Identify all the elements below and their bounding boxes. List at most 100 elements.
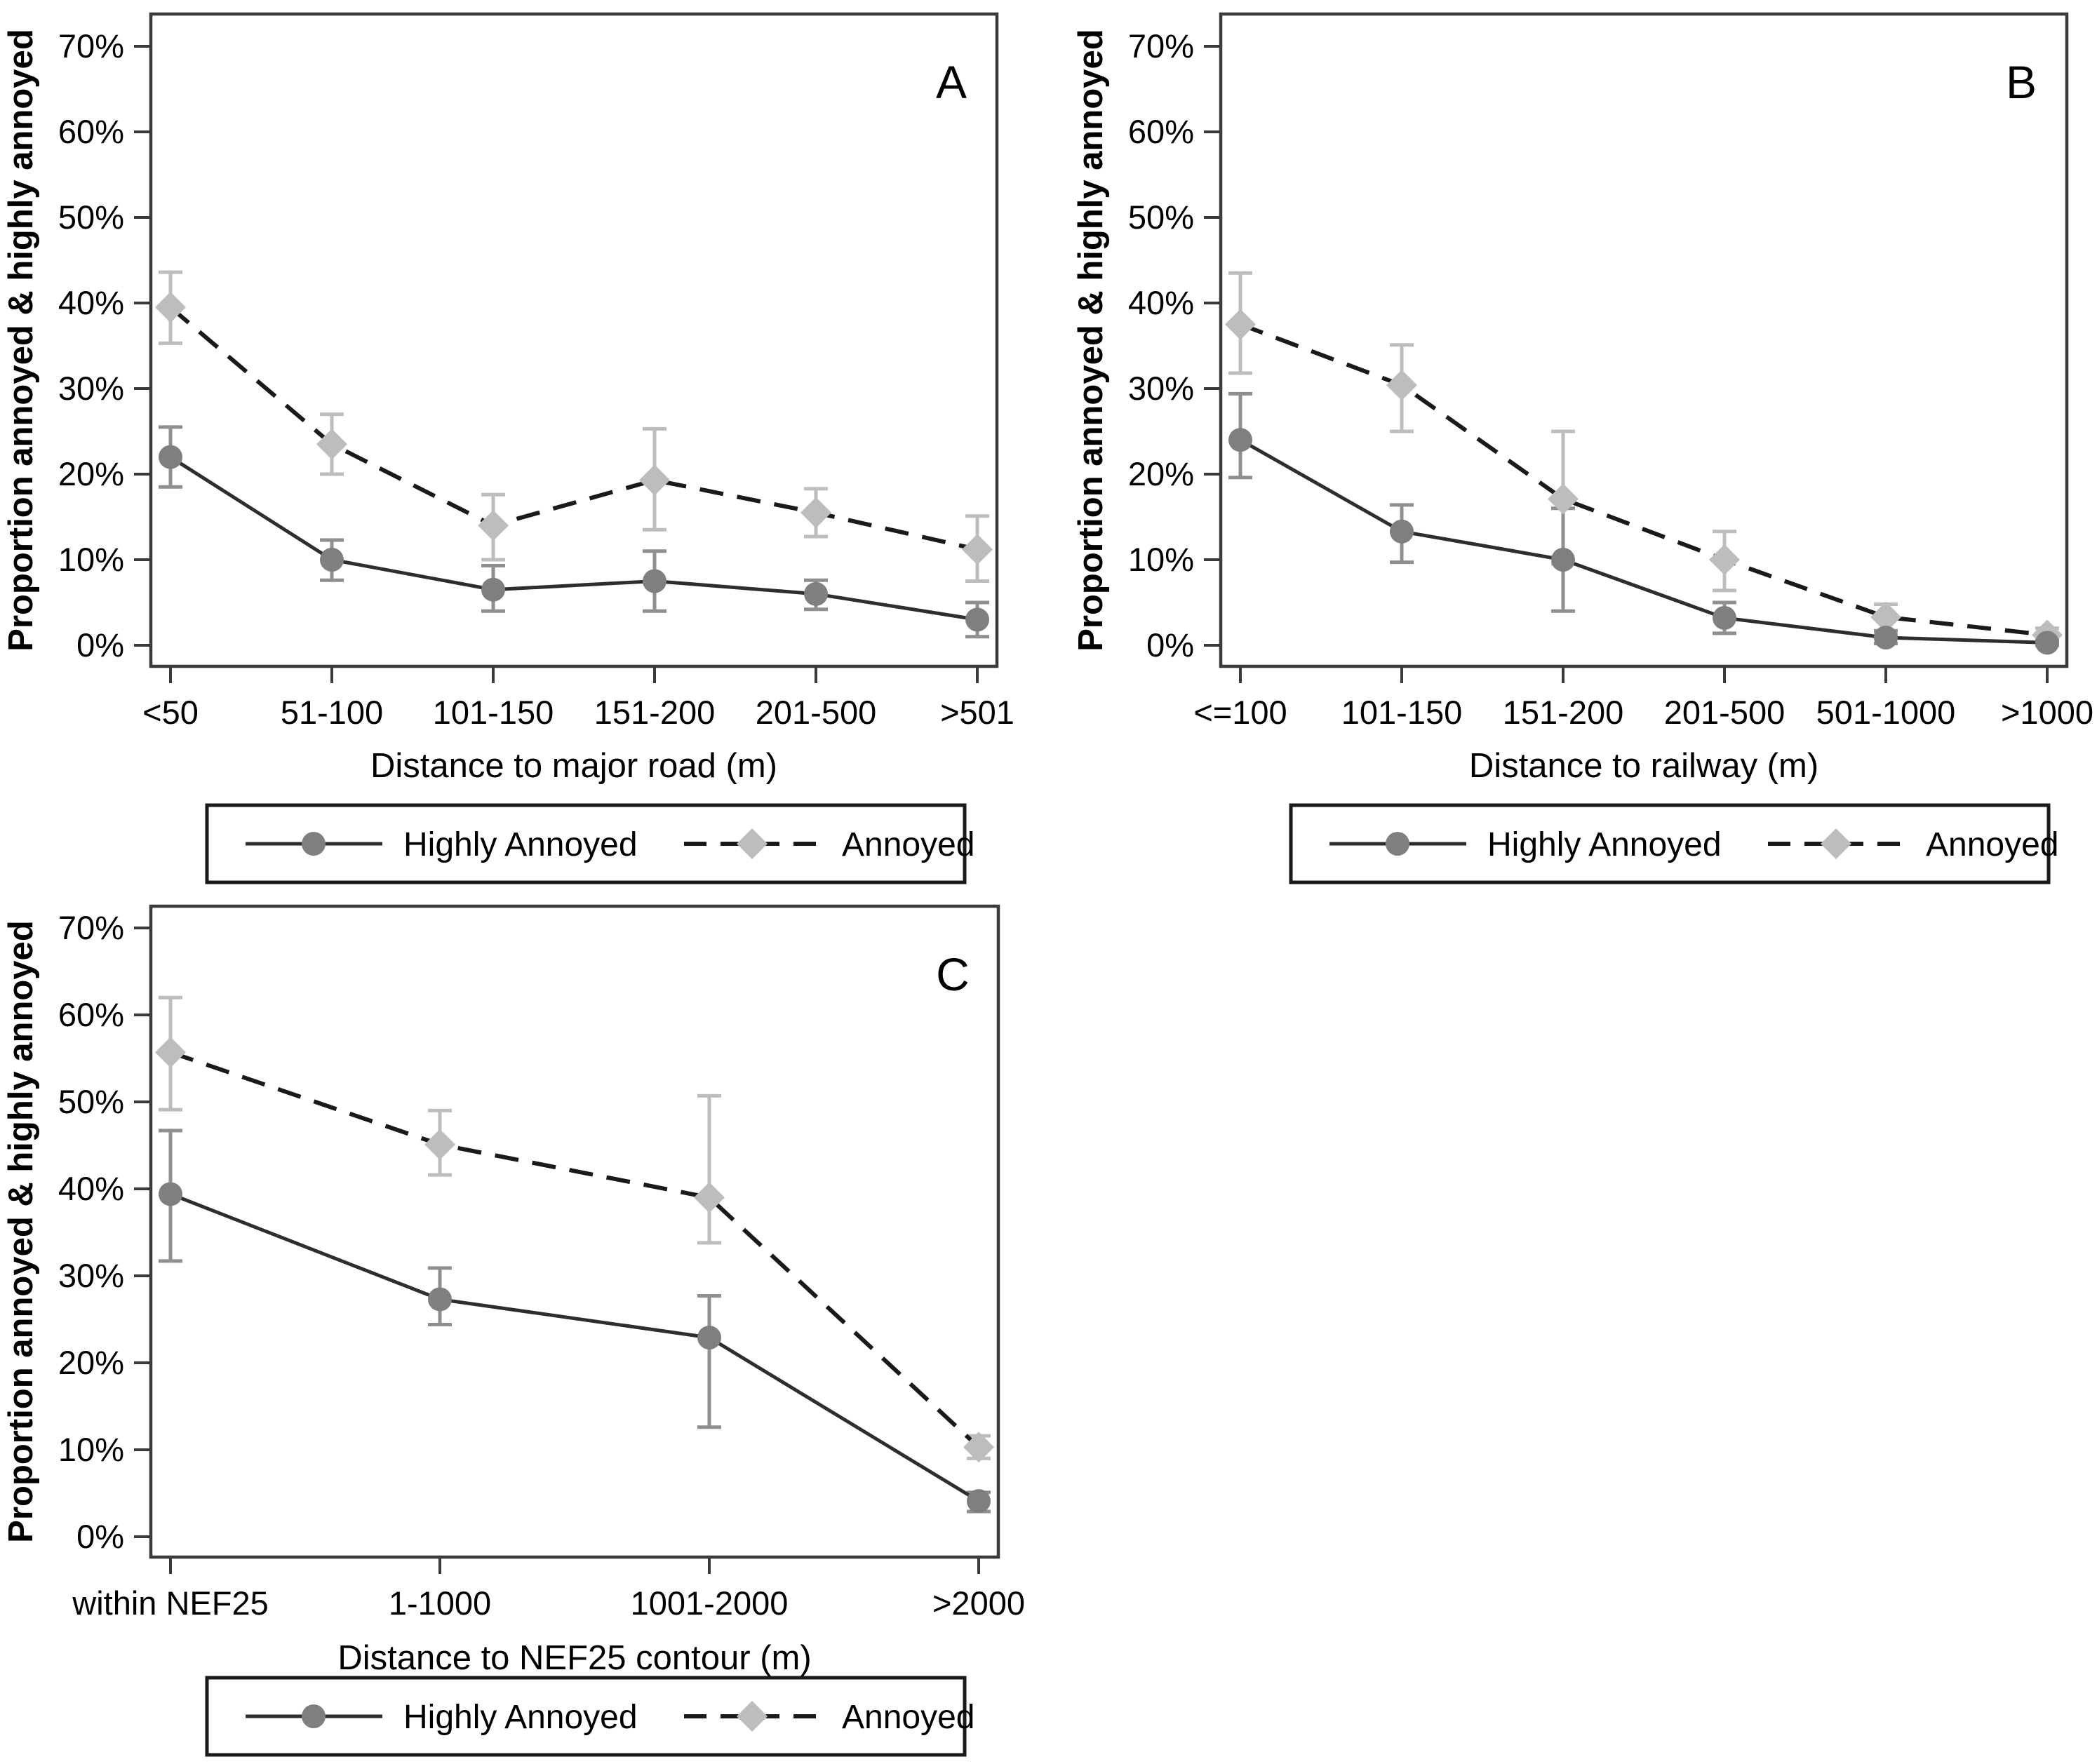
- annoyed-marker: [800, 497, 831, 528]
- annoyed-marker: [1225, 309, 1256, 340]
- y-tick-label: 40%: [1128, 284, 1194, 321]
- annoyed-line: [169, 305, 978, 552]
- y-tick-label: 10%: [1128, 541, 1194, 578]
- legend-highly-annoyed-marker: [1386, 832, 1409, 856]
- plot-box: [149, 904, 1000, 1559]
- annoyed-marker: [694, 1182, 725, 1213]
- x-tick-label: 201-500: [1664, 694, 1786, 731]
- y-tick-label: 50%: [58, 1083, 124, 1120]
- y-axis-title: Proportion annoyed & highly annoyed: [2, 920, 40, 1542]
- highly-annoyed-marker: [1874, 626, 1898, 650]
- y-tick-label: 60%: [58, 996, 124, 1033]
- highly-annoyed-marker: [804, 581, 828, 606]
- highly-annoyed-line: [170, 1192, 980, 1503]
- y-tick-label: 20%: [1128, 455, 1194, 492]
- highly-annoyed-marker: [320, 548, 344, 572]
- legend-highly-annoyed-marker: [302, 1704, 326, 1728]
- annoyed-marker: [962, 534, 993, 565]
- legend-highly-annoyed-label: Highly Annoyed: [403, 1699, 638, 1736]
- y-tick-label: 30%: [58, 370, 124, 407]
- y-tick-label: 70%: [58, 909, 124, 946]
- x-tick-label: >2000: [932, 1584, 1025, 1622]
- annoyed-marker: [1709, 544, 1740, 575]
- y-tick-label: 40%: [58, 284, 124, 321]
- y-tick-label: 0%: [76, 1518, 124, 1555]
- panel-letter: B: [2006, 56, 2037, 108]
- highly-annoyed-marker: [1390, 519, 1414, 544]
- highly-annoyed-marker: [1551, 548, 1575, 572]
- x-tick-label: 501-1000: [1816, 694, 1956, 731]
- y-axis-title: Proportion annoyed & highly annoyed: [1072, 29, 1110, 651]
- x-tick-label: 1-1000: [389, 1584, 491, 1622]
- legend-annoyed-label: Annoyed: [842, 826, 975, 863]
- plot-box: [1219, 12, 2069, 668]
- plot-box: [149, 12, 999, 668]
- x-tick-label: 51-100: [281, 694, 383, 731]
- legend-annoyed-label: Annoyed: [842, 1699, 975, 1736]
- highly-annoyed-line: [169, 455, 978, 621]
- highly-annoyed-marker: [1228, 428, 1252, 452]
- y-tick-label: 60%: [58, 113, 124, 150]
- highly-annoyed-marker: [1713, 605, 1736, 630]
- y-tick-label: 40%: [58, 1170, 124, 1207]
- legend-highly-annoyed-label: Highly Annoyed: [1487, 826, 1722, 863]
- y-tick-label: 10%: [58, 541, 124, 578]
- x-tick-label: 151-200: [1503, 694, 1624, 731]
- legend-highly-annoyed-marker: [302, 832, 326, 856]
- annoyed-marker: [478, 510, 509, 541]
- x-tick-label: >1000: [2001, 694, 2093, 731]
- highly-annoyed-marker: [697, 1326, 721, 1350]
- highly-annoyed-line: [1239, 438, 2048, 645]
- annoyed-line: [170, 1050, 981, 1449]
- x-tick-label: 101-150: [1341, 694, 1463, 731]
- highly-annoyed-marker: [2035, 631, 2059, 655]
- legend-annoyed-label: Annoyed: [1926, 826, 2059, 863]
- x-axis-title: Distance to railway (m): [1469, 747, 1818, 785]
- highly-annoyed-marker: [967, 1489, 991, 1514]
- x-tick-label: 1001-2000: [631, 1584, 789, 1622]
- annoyed-marker: [155, 292, 186, 323]
- legend-annoyed-marker: [737, 1701, 768, 1732]
- highly-annoyed-marker: [428, 1287, 452, 1312]
- x-axis-title: Distance to major road (m): [370, 747, 777, 785]
- annoyed-marker: [424, 1129, 455, 1160]
- annoyed-marker: [316, 429, 347, 460]
- y-tick-label: 50%: [1128, 198, 1194, 236]
- x-tick-label: 201-500: [756, 694, 877, 731]
- y-tick-label: 30%: [1128, 370, 1194, 407]
- y-tick-label: 50%: [58, 198, 124, 236]
- annoyed-marker: [963, 1432, 994, 1463]
- legend-annoyed-marker: [1821, 828, 1851, 859]
- x-tick-label: >501: [940, 694, 1014, 731]
- panel-letter: C: [936, 948, 970, 1000]
- x-tick-label: 101-150: [433, 694, 554, 731]
- y-tick-label: 70%: [1128, 27, 1194, 65]
- legend-highly-annoyed-label: Highly Annoyed: [403, 826, 638, 863]
- annoyed-marker: [639, 464, 670, 496]
- panel-letter: A: [936, 56, 967, 108]
- x-tick-label: 151-200: [594, 694, 716, 731]
- highly-annoyed-marker: [965, 607, 989, 632]
- annoyed-marker: [1548, 483, 1579, 515]
- annoyed-marker: [155, 1037, 186, 1068]
- y-tick-label: 30%: [58, 1257, 124, 1294]
- y-tick-label: 20%: [58, 1344, 124, 1381]
- legend-annoyed-marker: [737, 828, 768, 859]
- y-tick-label: 0%: [1146, 626, 1194, 664]
- y-tick-label: 60%: [1128, 113, 1194, 150]
- highly-annoyed-marker: [159, 445, 182, 469]
- x-axis-title: Distance to NEF25 contour (m): [337, 1639, 811, 1677]
- x-tick-label: within NEF25: [72, 1584, 269, 1622]
- y-tick-label: 0%: [76, 626, 124, 664]
- annoyed-marker: [1870, 601, 1901, 633]
- annoyed-line: [1239, 322, 2048, 638]
- y-tick-label: 20%: [58, 455, 124, 492]
- y-axis-title: Proportion annoyed & highly annoyed: [2, 29, 40, 651]
- y-tick-label: 10%: [58, 1431, 124, 1468]
- x-tick-label: <50: [142, 694, 199, 731]
- highly-annoyed-marker: [643, 569, 666, 593]
- highly-annoyed-marker: [159, 1182, 182, 1206]
- y-tick-label: 70%: [58, 27, 124, 65]
